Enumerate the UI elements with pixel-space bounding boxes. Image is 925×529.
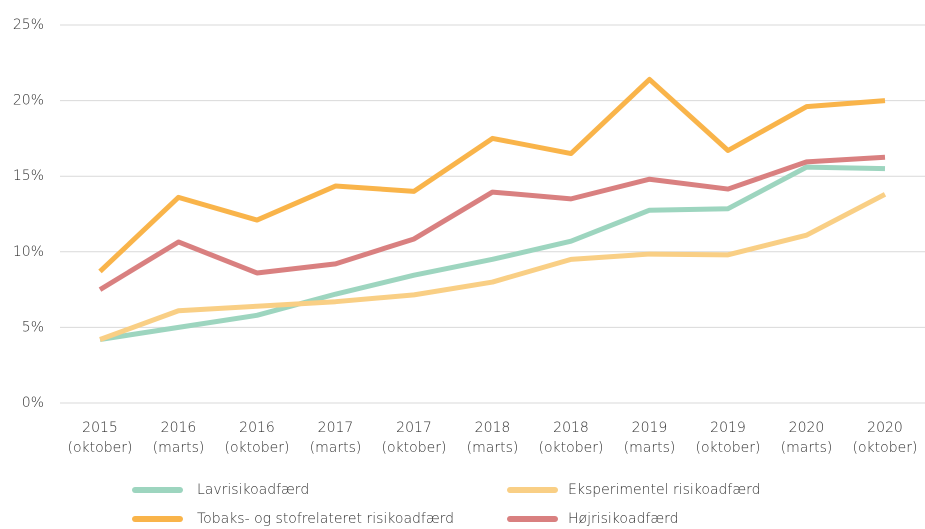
x-tick-label: 2019 bbox=[710, 420, 746, 436]
x-tick-label: 2019 bbox=[632, 420, 668, 436]
x-tick-label: 2015 bbox=[82, 420, 118, 436]
legend-label: Eksperimentel risikoadfærd bbox=[568, 482, 761, 498]
x-tick-label: (marts) bbox=[624, 440, 676, 456]
series-line bbox=[98, 154, 886, 292]
x-tick-label: (oktober) bbox=[539, 440, 604, 456]
y-tick-label: 15% bbox=[13, 168, 44, 184]
y-tick-label: 0% bbox=[22, 395, 44, 411]
legend-label: Lavrisikoadfærd bbox=[197, 482, 309, 498]
y-tick-label: 5% bbox=[22, 319, 44, 335]
series-line bbox=[99, 192, 887, 342]
x-tick-label: (oktober) bbox=[853, 440, 918, 456]
x-tick-label: (marts) bbox=[781, 440, 833, 456]
x-tick-label: (marts) bbox=[310, 440, 362, 456]
x-tick-label: (oktober) bbox=[225, 440, 290, 456]
x-tick-label: (oktober) bbox=[382, 440, 447, 456]
legend-label: Højrisikoadfærd bbox=[568, 511, 679, 527]
y-tick-label: 20% bbox=[13, 93, 44, 109]
x-tick-label: 2020 bbox=[789, 420, 825, 436]
series-line bbox=[98, 76, 886, 274]
y-tick-label: 10% bbox=[13, 244, 44, 260]
x-tick-label: 2016 bbox=[161, 420, 197, 436]
x-tick-label: (oktober) bbox=[68, 440, 133, 456]
x-tick-label: (marts) bbox=[153, 440, 205, 456]
x-tick-label: 2017 bbox=[318, 420, 354, 436]
series-line bbox=[99, 164, 886, 342]
x-tick-label: 2018 bbox=[553, 420, 589, 436]
legend-label: Tobaks- og stofrelateret risikoadfærd bbox=[197, 511, 454, 527]
x-tick-label: 2017 bbox=[396, 420, 432, 436]
x-tick-label: 2016 bbox=[239, 420, 275, 436]
x-tick-label: (marts) bbox=[467, 440, 519, 456]
x-tick-label: 2018 bbox=[475, 420, 511, 436]
y-tick-label: 25% bbox=[13, 17, 44, 33]
x-tick-label: (oktober) bbox=[696, 440, 761, 456]
x-tick-label: 2020 bbox=[867, 420, 903, 436]
